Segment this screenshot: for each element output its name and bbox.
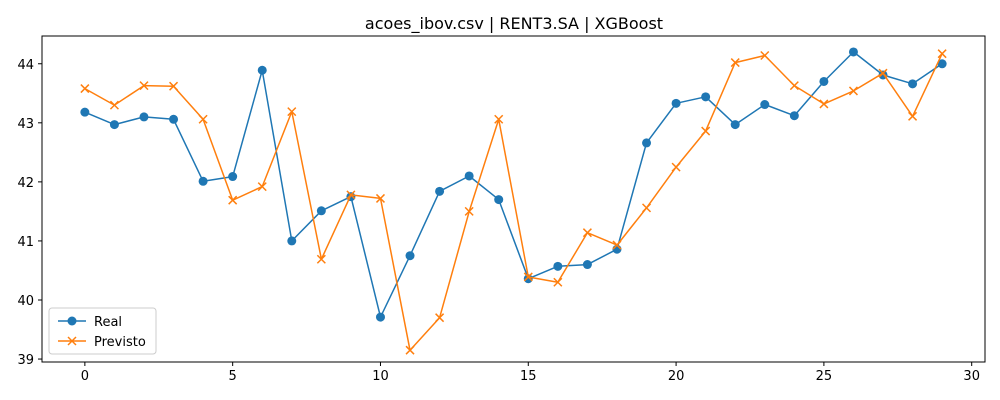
data-point-real — [228, 172, 238, 182]
data-point-previsto — [553, 277, 563, 287]
y-tick-label: 39 — [17, 353, 34, 368]
y-axis: 39 40 41 42 43 44 — [17, 58, 42, 368]
data-point-previsto — [908, 111, 918, 121]
data-point-previsto — [169, 81, 179, 91]
data-point-real — [553, 261, 563, 271]
y-tick-label: 43 — [17, 117, 34, 132]
y-tick-label: 44 — [17, 58, 34, 73]
data-point-real — [848, 47, 858, 57]
data-point-previsto — [228, 195, 238, 205]
series-line-previsto — [84, 53, 943, 351]
data-point-previsto — [464, 206, 474, 216]
data-point-real — [760, 100, 770, 110]
x-tick-label: 0 — [81, 369, 89, 384]
data-point-previsto — [80, 84, 90, 94]
data-point-previsto — [937, 49, 947, 59]
data-point-previsto — [316, 254, 326, 264]
data-point-previsto — [494, 114, 504, 124]
series-line-real — [84, 51, 943, 318]
plot-area — [41, 35, 986, 363]
data-point-previsto — [287, 107, 297, 117]
data-point-real — [287, 236, 297, 246]
y-tick-label: 40 — [17, 294, 34, 309]
x-tick-label: 20 — [668, 369, 685, 384]
x-axis: 0 5 10 15 20 25 30 — [81, 362, 980, 384]
legend-marker-previsto — [67, 336, 77, 346]
y-tick-label: 42 — [17, 176, 34, 191]
x-tick-label: 10 — [372, 369, 389, 384]
data-point-previsto — [612, 240, 622, 250]
data-point-real — [494, 195, 504, 205]
data-point-previsto — [789, 81, 799, 91]
data-point-real — [375, 312, 385, 322]
data-point-previsto — [405, 345, 415, 355]
data-point-real — [169, 114, 179, 124]
data-point-real — [789, 111, 799, 121]
data-point-real — [642, 138, 652, 148]
data-point-previsto — [819, 99, 829, 109]
data-point-real — [257, 65, 267, 75]
data-point-previsto — [848, 86, 858, 96]
legend-label-real: Real — [94, 315, 122, 330]
legend: Real Previsto — [48, 307, 157, 355]
data-point-real — [523, 274, 533, 284]
data-point-real — [582, 260, 592, 270]
data-point-real — [701, 92, 711, 102]
chart-title: acoes_ibov.csv | RENT3.SA | XGBoost — [365, 14, 663, 34]
data-point-previsto — [257, 182, 267, 192]
data-point-real — [198, 176, 208, 186]
legend-marker-real — [67, 316, 77, 326]
data-point-previsto — [375, 193, 386, 203]
legend-label-previsto: Previsto — [94, 335, 146, 350]
data-point-previsto — [346, 190, 356, 200]
data-point-previsto — [701, 126, 711, 136]
data-point-previsto — [878, 68, 888, 78]
series-layer — [80, 47, 947, 355]
data-point-previsto — [523, 272, 533, 282]
data-point-real — [405, 251, 415, 261]
data-point-real — [937, 59, 947, 69]
data-point-previsto — [109, 100, 119, 110]
data-point-previsto — [730, 58, 740, 68]
data-point-real — [109, 120, 119, 130]
data-point-real — [908, 79, 918, 89]
data-point-real — [139, 112, 149, 122]
data-point-real — [464, 171, 474, 181]
data-point-real — [730, 120, 740, 130]
data-point-previsto — [641, 203, 652, 213]
data-point-previsto — [198, 114, 208, 124]
data-point-previsto — [435, 313, 445, 323]
data-point-previsto — [671, 162, 681, 172]
x-tick-label: 25 — [816, 369, 833, 384]
x-tick-label: 30 — [963, 369, 980, 384]
data-point-real — [435, 186, 445, 196]
x-tick-label: 15 — [520, 369, 537, 384]
data-point-previsto — [139, 81, 149, 91]
data-point-previsto — [760, 50, 770, 61]
data-point-previsto — [582, 228, 592, 238]
y-tick-label: 41 — [17, 235, 34, 250]
data-point-real — [819, 76, 829, 86]
data-point-real — [80, 107, 90, 117]
data-point-real — [671, 98, 681, 108]
data-point-real — [316, 206, 326, 216]
x-tick-label: 5 — [229, 369, 237, 384]
